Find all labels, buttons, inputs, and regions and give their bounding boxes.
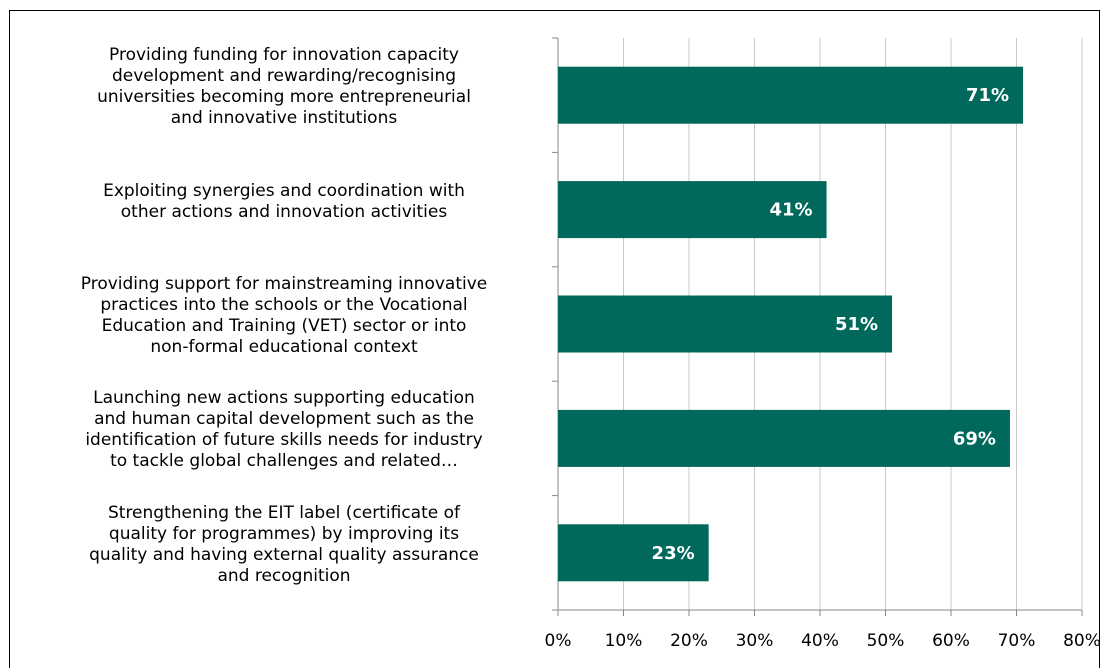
y-tick-label: Launching new actions supporting educati… xyxy=(85,388,483,472)
y-tick-label: Providing funding for innovation capacit… xyxy=(97,45,471,129)
x-tick-label: 50% xyxy=(867,631,905,651)
data-label: 41% xyxy=(769,200,812,221)
frame xyxy=(9,10,1100,668)
x-tick-label: 30% xyxy=(736,631,774,651)
x-tick-label: 60% xyxy=(932,631,970,651)
x-tick-label: 10% xyxy=(605,631,643,651)
bar xyxy=(558,181,827,239)
y-tick-label: Strengthening the EIT label (certificate… xyxy=(89,502,479,586)
x-tick-label: 70% xyxy=(998,631,1036,651)
x-tick-label: 20% xyxy=(670,631,708,651)
x-tick-label: 0% xyxy=(545,631,572,651)
data-label: 51% xyxy=(835,314,878,335)
y-tick-label: Providing support for mainstreaming inno… xyxy=(80,274,488,357)
data-label: 69% xyxy=(953,428,996,449)
y-tick-label: Exploiting synergies and coordination wi… xyxy=(103,180,465,222)
bar xyxy=(558,66,1024,124)
data-label: 23% xyxy=(652,543,695,564)
bar xyxy=(558,524,709,582)
bar xyxy=(558,409,1010,467)
x-tick-label: 40% xyxy=(801,631,839,651)
data-label: 71% xyxy=(966,85,1009,106)
x-tick-label: 80% xyxy=(1063,631,1101,651)
bar xyxy=(558,295,893,353)
